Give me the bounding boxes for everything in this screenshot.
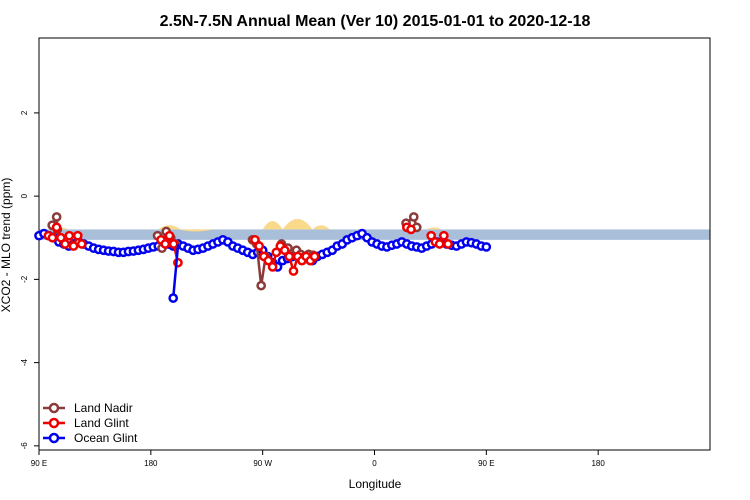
- x-tick-label: 0: [372, 459, 377, 468]
- legend-marker: [48, 417, 60, 429]
- data-point: [250, 234, 260, 245]
- y-tick-label: 0: [20, 193, 29, 198]
- land-band: [282, 219, 313, 230]
- background-bands: [39, 219, 710, 240]
- data-point: [56, 232, 66, 243]
- data-point: [168, 239, 179, 249]
- x-tick-label: 180: [144, 459, 158, 468]
- chart-title: 2.5N-7.5N Annual Mean (Ver 10) 2015-01-0…: [160, 13, 591, 30]
- data-point: [267, 262, 278, 272]
- data-point: [256, 280, 267, 291]
- land-band: [426, 227, 442, 230]
- data-point: [434, 239, 445, 249]
- x-axis: 90 E 180 90 W 0 90 E 180: [31, 450, 605, 468]
- land-band: [312, 225, 330, 230]
- data-point: [160, 239, 171, 249]
- data-point: [164, 230, 175, 241]
- y-tick-label: -6: [20, 442, 29, 450]
- series-line: [171, 243, 180, 299]
- data-point: [72, 230, 83, 241]
- data-point: [263, 255, 274, 266]
- data-point: [64, 230, 75, 241]
- data-point: [284, 251, 295, 262]
- ocean-band: [39, 229, 710, 240]
- data-point: [279, 245, 290, 256]
- land-band: [262, 221, 283, 230]
- series-layer: [34, 212, 492, 303]
- series-ocean-glint-outlier: [168, 243, 180, 303]
- data-point: [51, 222, 62, 233]
- legend-label: Ocean Glint: [74, 431, 138, 445]
- x-tick-label: 90 E: [31, 459, 47, 468]
- data-point: [426, 230, 437, 241]
- y-tick-label: -4: [20, 359, 29, 367]
- legend-marker: [48, 402, 60, 414]
- data-point: [254, 241, 265, 251]
- legend-marker: [48, 432, 60, 444]
- x-tick-label: 90 W: [253, 459, 272, 468]
- land-band: [178, 229, 213, 232]
- data-point: [288, 266, 299, 276]
- y-axis-label: XCO2 - MLO trend (ppm): [0, 178, 13, 313]
- y-tick-label: -2: [20, 275, 29, 283]
- data-point: [68, 241, 79, 251]
- x-tick-label: 90 E: [478, 459, 494, 468]
- data-point: [168, 293, 179, 303]
- legend-label: Land Nadir: [74, 401, 133, 415]
- data-point: [60, 239, 70, 249]
- x-tick-label: 180: [591, 459, 605, 468]
- data-point: [76, 239, 87, 249]
- legend-label: Land Glint: [74, 416, 129, 430]
- series-land-glint: [43, 222, 453, 276]
- data-point: [408, 212, 419, 222]
- data-point: [443, 239, 453, 249]
- data-point: [438, 230, 449, 241]
- data-point: [406, 224, 416, 235]
- x-axis-label: Longitude: [349, 477, 402, 491]
- y-tick-label: 2: [20, 110, 29, 115]
- y-axis: 2 0 -2 -4 -6: [20, 110, 39, 449]
- data-point: [47, 232, 58, 243]
- data-point: [309, 251, 320, 262]
- data-point: [481, 242, 492, 252]
- data-point: [51, 212, 62, 222]
